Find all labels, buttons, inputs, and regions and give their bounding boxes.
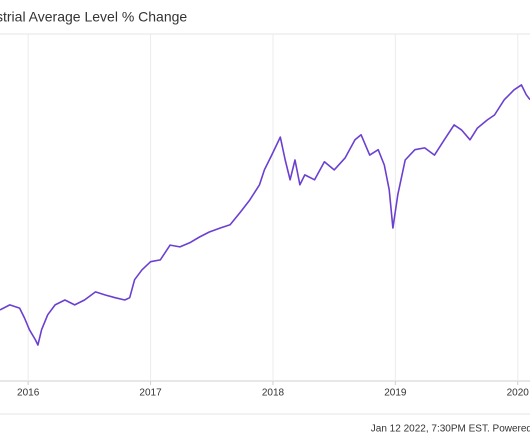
x-tick-label: 2020 — [507, 388, 530, 399]
x-tick-label: 2019 — [384, 388, 407, 399]
footer: Jan 12 2022, 7:30PM EST. Powered — [371, 424, 530, 435]
line — [0, 84, 530, 346]
x-tick-label: 2016 — [17, 388, 40, 399]
chart-title: strial Average Level % Change — [0, 9, 187, 25]
x-tick-label: 2018 — [262, 388, 285, 399]
x-tick-label: 2017 — [139, 388, 162, 399]
